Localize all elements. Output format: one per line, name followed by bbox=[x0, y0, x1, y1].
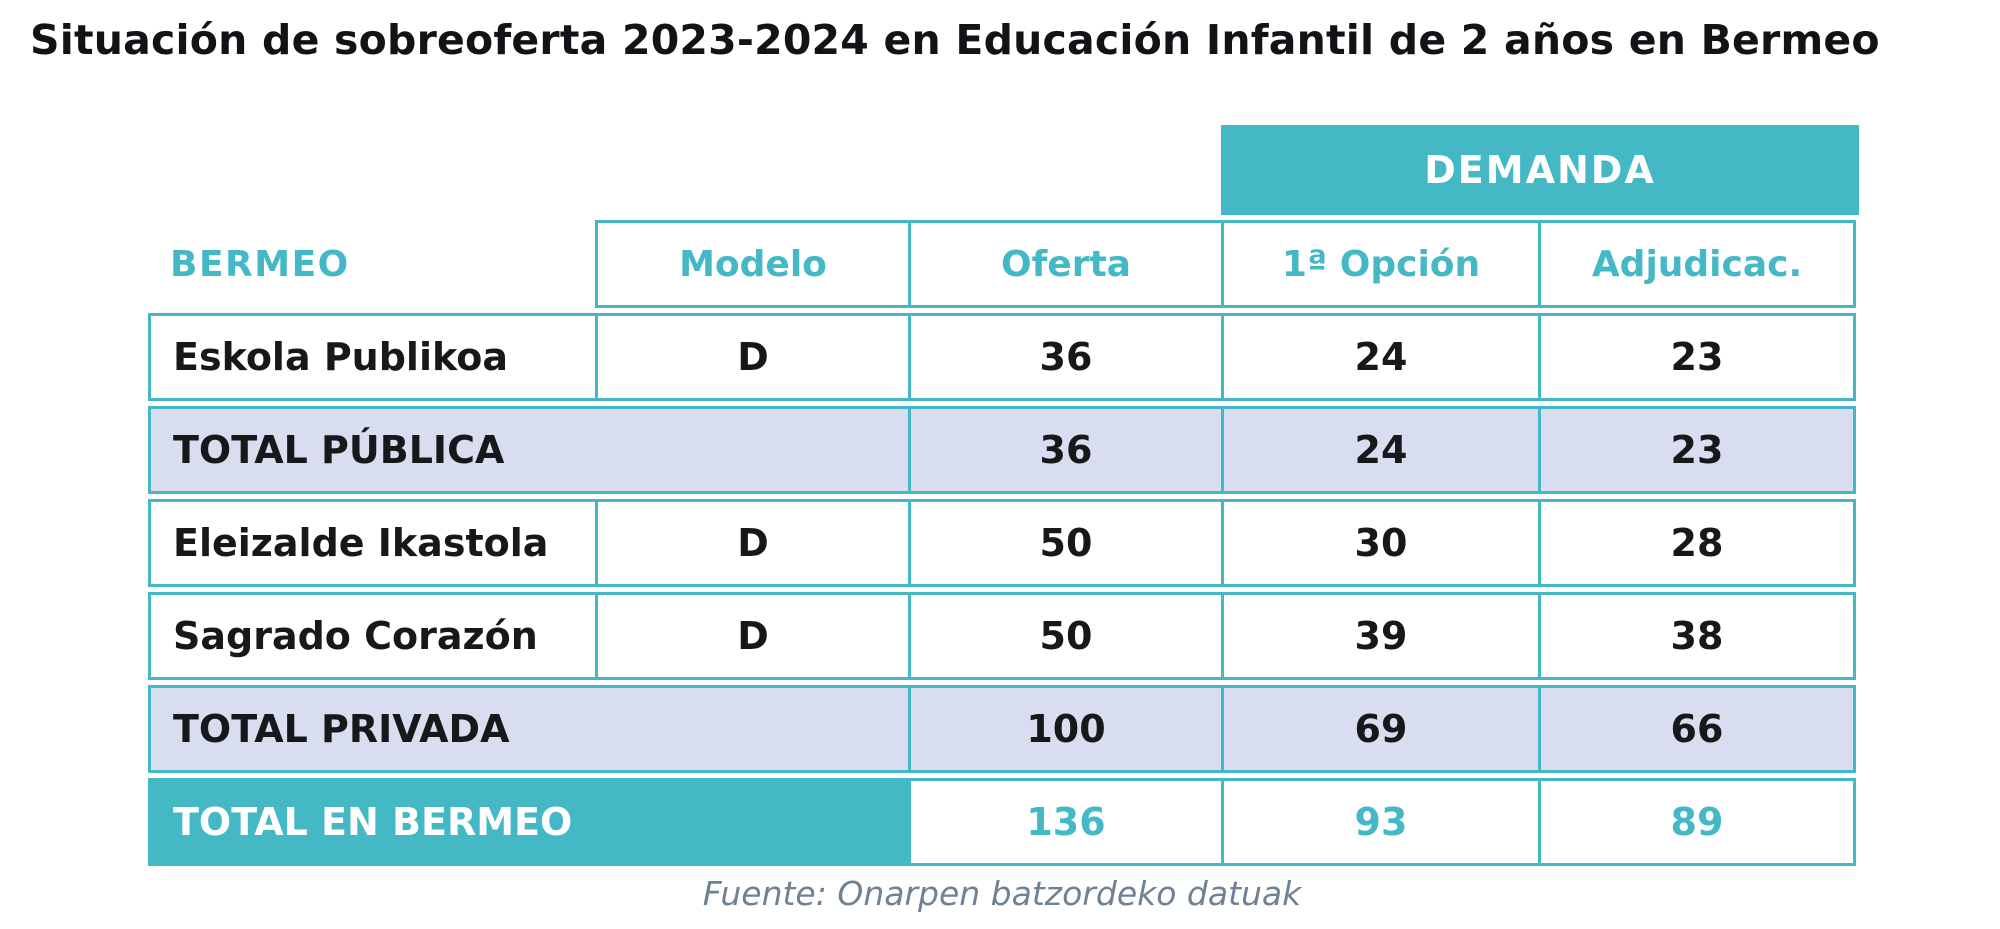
column-header-row: BERMEO Modelo Oferta 1ª Opción Adjudicac… bbox=[148, 220, 1859, 308]
source-caption: Fuente: Onarpen batzordeko datuak bbox=[702, 874, 1302, 913]
school-name-cell: Sagrado Corazón bbox=[148, 592, 598, 680]
school-name-cell: Eleizalde Ikastola bbox=[148, 499, 598, 587]
modelo-cell: D bbox=[595, 592, 911, 680]
oferta-value-cell: 136 bbox=[908, 778, 1224, 866]
primera-opcion-value-cell: 24 bbox=[1221, 406, 1541, 494]
oferta-value-cell: 50 bbox=[908, 499, 1224, 587]
oferta-value-cell: 100 bbox=[908, 685, 1224, 773]
grand-total-name-cell: TOTAL EN BERMEO bbox=[148, 778, 911, 866]
adjudicac-value-cell: 23 bbox=[1538, 406, 1856, 494]
column-header-adjudicac: Adjudicac. bbox=[1538, 220, 1856, 308]
column-header-modelo: Modelo bbox=[595, 220, 911, 308]
oferta-value-cell: 50 bbox=[908, 592, 1224, 680]
column-header-primera-opcion: 1ª Opción bbox=[1221, 220, 1541, 308]
subtotal-name-cell: TOTAL PÚBLICA bbox=[148, 406, 911, 494]
subtotal-name-cell: TOTAL PRIVADA bbox=[148, 685, 911, 773]
primera-opcion-value-cell: 69 bbox=[1221, 685, 1541, 773]
school-name-cell: Eskola Publikoa bbox=[148, 313, 598, 401]
sobreoferta-table: DEMANDA BERMEO Modelo Oferta 1ª Opción A… bbox=[148, 125, 1859, 871]
adjudicac-value-cell: 89 bbox=[1538, 778, 1856, 866]
table-row-eleizalde-ikastola: Eleizalde Ikastola D 50 30 28 bbox=[148, 499, 1859, 587]
demanda-group-header: DEMANDA bbox=[1221, 125, 1859, 215]
primera-opcion-value-cell: 24 bbox=[1221, 313, 1541, 401]
modelo-cell: D bbox=[595, 313, 911, 401]
primera-opcion-value-cell: 93 bbox=[1221, 778, 1541, 866]
table-row-total-privada: TOTAL PRIVADA 100 69 66 bbox=[148, 685, 1859, 773]
page-title: Situación de sobreoferta 2023-2024 en Ed… bbox=[30, 16, 1880, 64]
column-header-oferta: Oferta bbox=[908, 220, 1224, 308]
adjudicac-value-cell: 66 bbox=[1538, 685, 1856, 773]
demanda-group-row: DEMANDA bbox=[148, 125, 1859, 215]
adjudicac-value-cell: 23 bbox=[1538, 313, 1856, 401]
adjudicac-value-cell: 38 bbox=[1538, 592, 1856, 680]
primera-opcion-value-cell: 39 bbox=[1221, 592, 1541, 680]
oferta-value-cell: 36 bbox=[908, 313, 1224, 401]
table-row-eskola-publikoa: Eskola Publikoa D 36 24 23 bbox=[148, 313, 1859, 401]
demanda-spacer bbox=[148, 125, 1224, 213]
modelo-cell: D bbox=[595, 499, 911, 587]
table-row-sagrado-corazon: Sagrado Corazón D 50 39 38 bbox=[148, 592, 1859, 680]
adjudicac-value-cell: 28 bbox=[1538, 499, 1856, 587]
table-row-total-en-bermeo: TOTAL EN BERMEO 136 93 89 bbox=[148, 778, 1859, 866]
table-row-total-publica: TOTAL PÚBLICA 36 24 23 bbox=[148, 406, 1859, 494]
oferta-value-cell: 36 bbox=[908, 406, 1224, 494]
corner-label-bermeo: BERMEO bbox=[170, 243, 350, 285]
primera-opcion-value-cell: 30 bbox=[1221, 499, 1541, 587]
